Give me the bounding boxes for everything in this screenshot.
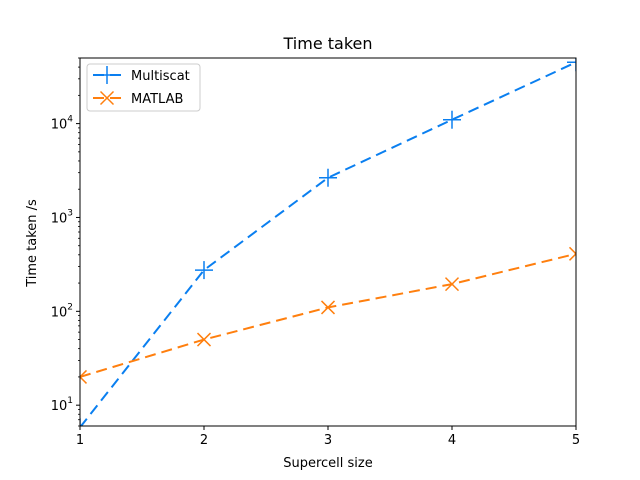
data-point-matlab-3 [320, 300, 336, 315]
data-point-matlab-1-b [80, 369, 88, 378]
legend-label-multiscat: Multiscat [131, 69, 190, 84]
y-axis-label: Time taken /s [25, 199, 40, 288]
data-point-matlab-5 [568, 246, 576, 261]
legend-marker-multiscat [98, 66, 116, 84]
plot-area: 1 2 3 4 5 101 102 103 104 [51, 57, 580, 448]
x-axis-label: Supercell size [283, 456, 373, 471]
x-tick-label-3: 3 [324, 433, 332, 448]
y-tick-label-3: 103 [51, 208, 73, 226]
data-point-matlab-1 [80, 369, 88, 384]
data-point-matlab-4 [444, 277, 460, 292]
x-tick-label-4: 4 [448, 433, 456, 448]
data-point-multiscat-3 [319, 168, 337, 187]
legend-marker-matlab-b [99, 90, 115, 106]
legend-entry-matlab: MATLAB [93, 90, 183, 107]
data-point-multiscat-4 [443, 110, 461, 129]
series-group [80, 58, 576, 426]
legend: Multiscat MATLAB [86, 63, 201, 112]
data-point-matlab-1-a [80, 375, 88, 384]
x-tick-label-1: 1 [76, 433, 84, 448]
chart-title: Time taken [283, 34, 373, 53]
data-point-matlab-3-b [320, 300, 336, 315]
legend-marker-matlab [99, 90, 115, 106]
legend-label-matlab: MATLAB [131, 92, 183, 107]
data-point-matlab-2-b [196, 332, 212, 347]
y-tick-label-4: 104 [51, 115, 74, 133]
data-point-matlab-2 [196, 332, 212, 347]
data-point-multiscat-2 [195, 261, 213, 280]
data-point-multiscat-5 [567, 58, 576, 72]
x-tick-label-5: 5 [572, 433, 580, 448]
data-point-matlab-5-b [568, 252, 576, 261]
data-point-matlab-5-a [568, 246, 576, 255]
series-line-multiscat [80, 61, 576, 426]
x-tick-label-2: 2 [200, 433, 208, 448]
legend-entry-multiscat: Multiscat [93, 66, 190, 84]
y-tick-label-2: 102 [51, 302, 73, 320]
y-tick-label-1: 101 [51, 396, 73, 414]
data-point-matlab-4-b [444, 277, 460, 292]
